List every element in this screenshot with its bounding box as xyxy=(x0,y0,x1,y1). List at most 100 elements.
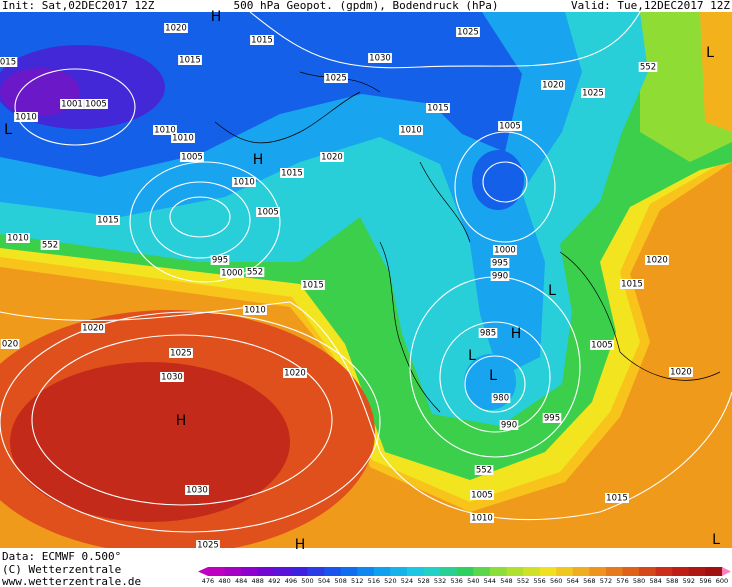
colorbar-swatch xyxy=(390,567,408,576)
colorbar-swatch xyxy=(605,567,624,576)
colorbar-label: 572 xyxy=(600,577,612,585)
isobar-label-box xyxy=(210,255,230,265)
colorbar-swatch xyxy=(639,567,657,576)
isobar-label: 015 xyxy=(0,58,16,68)
isobar-label-box xyxy=(590,340,614,350)
pressure-center: H xyxy=(176,413,187,429)
isobar-label: 1010 xyxy=(233,178,255,188)
colorbar-label: 552 xyxy=(517,577,529,585)
copyright: (C) Wetterzentrale xyxy=(2,563,121,576)
isobar-label-box xyxy=(250,35,274,45)
colorbar-swatch xyxy=(655,567,673,576)
isobar-label: 552 xyxy=(42,241,58,251)
isobar-label: 1020 xyxy=(646,256,668,266)
isobar-label-box xyxy=(0,339,20,349)
isobar-label-box xyxy=(180,152,204,162)
isobar-label: 1020 xyxy=(542,81,564,91)
isobar-label-box xyxy=(638,62,658,72)
isobar-label: 1025 xyxy=(170,349,192,359)
isobar-label: 020 xyxy=(2,340,18,350)
isobar-label: 1015 xyxy=(97,216,119,226)
colorbar-label: 564 xyxy=(567,577,579,585)
colorbar-swatch xyxy=(340,567,358,576)
colorbar-swatch xyxy=(705,567,723,576)
colorbar-label: 592 xyxy=(683,577,695,585)
isobar-label-box xyxy=(169,348,193,358)
isobar-label-box xyxy=(185,485,209,495)
isobar-label: 1010 xyxy=(154,126,176,136)
colorbar-label: 548 xyxy=(500,577,512,585)
isobar-label-box xyxy=(581,88,605,98)
map-title: 500 hPa Geopot. (gpdm), Bodendruck (hPa) xyxy=(234,0,499,12)
isobar-label: 990 xyxy=(492,272,508,282)
isobar-label-box xyxy=(541,80,565,90)
isobar-label: 1025 xyxy=(197,541,219,551)
colorbar-label: 596 xyxy=(699,577,711,585)
isobar-label: 1020 xyxy=(165,24,187,34)
isobar-label-box xyxy=(245,267,265,277)
colorbar-label: 504 xyxy=(318,577,330,585)
isobar-label: 1020 xyxy=(284,369,306,379)
isobar-label: 1015 xyxy=(621,280,643,290)
isobars xyxy=(0,11,732,533)
valid-time: Valid: Tue,12DEC2017 12Z xyxy=(571,0,730,12)
isobar-label: 1015 xyxy=(427,104,449,114)
isobar-label-box xyxy=(456,27,480,37)
colorbar-swatch xyxy=(622,567,640,576)
colorbar-swatch xyxy=(423,567,441,576)
isobar-label-box xyxy=(498,121,522,131)
isobar-label: 1005 xyxy=(591,341,613,351)
isobar-label: 980 xyxy=(493,394,509,404)
colorbar-swatch xyxy=(688,567,706,576)
isobar-label: 1025 xyxy=(582,89,604,99)
colorbar-label: 544 xyxy=(484,577,496,585)
isobar-label-box xyxy=(669,367,693,377)
isobar-label-box xyxy=(470,490,494,500)
colorbar-swatch xyxy=(241,567,259,576)
colorbar-swatch xyxy=(406,567,425,576)
isobar-label: 1020 xyxy=(82,324,104,334)
colorbar-swatch xyxy=(539,567,557,576)
pressure-center: L xyxy=(489,368,497,384)
colorbar-swatch xyxy=(672,567,690,576)
isobar-label-box xyxy=(324,73,348,83)
isobar-label-box xyxy=(60,99,84,109)
isobar-label-box xyxy=(283,368,307,378)
isobar-label: 985 xyxy=(480,329,496,339)
colorbar-label: 568 xyxy=(583,577,595,585)
data-source: Data: ECMWF 0.500° xyxy=(2,550,121,563)
colorbar-label: 524 xyxy=(401,577,413,585)
isobar-label: 1015 xyxy=(302,281,324,291)
isobar-label-box xyxy=(220,268,244,278)
isobar-label: 1010 xyxy=(15,113,37,123)
isobar-label-box xyxy=(490,258,510,268)
isobar-label-box xyxy=(645,255,669,265)
colorbar-swatch xyxy=(456,567,474,576)
pressure-center: L xyxy=(712,532,720,548)
pressure-center: H xyxy=(511,326,522,342)
isobar-label-box xyxy=(470,513,494,523)
colorbar-swatch xyxy=(473,567,491,576)
colorbar-swatch xyxy=(208,567,226,576)
colorbar-swatch xyxy=(572,567,590,576)
colorbar-label: 496 xyxy=(285,577,297,585)
isobar-label-box xyxy=(280,168,304,178)
isobar-label: 1005 xyxy=(85,100,107,110)
isobar-label: 1015 xyxy=(251,36,273,46)
isobar-label-box xyxy=(153,125,177,135)
isobar-label: 1010 xyxy=(7,234,29,244)
colorbar-label: 508 xyxy=(334,577,346,585)
isobar-label: 552 xyxy=(476,466,492,476)
isobar-label-box xyxy=(499,420,519,430)
isobar-label-box xyxy=(491,393,511,403)
isobar-label-box xyxy=(399,125,423,135)
isobar-label-box xyxy=(493,245,517,255)
colorbar-label: 476 xyxy=(202,577,214,585)
colorbar-swatch xyxy=(274,567,292,576)
isobar-label: 1025 xyxy=(457,28,479,38)
isobar-label-box xyxy=(171,133,195,143)
colorbar-label: 580 xyxy=(633,577,645,585)
